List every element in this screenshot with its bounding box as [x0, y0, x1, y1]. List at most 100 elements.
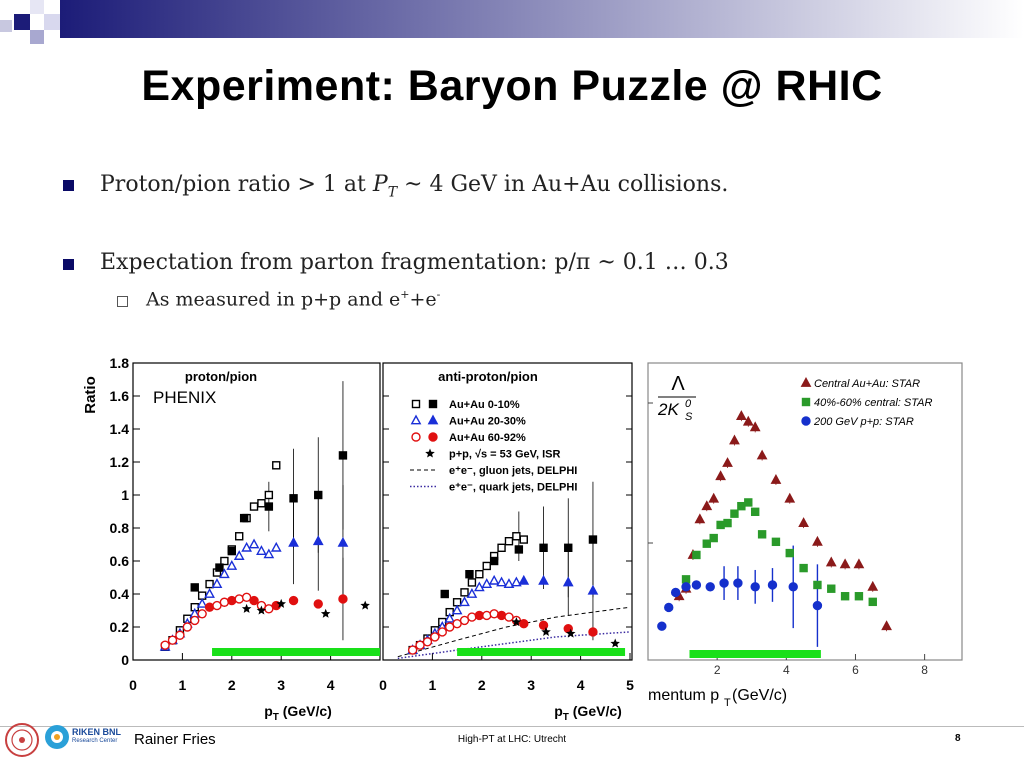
panel2-xtick-label: 4	[577, 677, 585, 693]
panel3-frame	[647, 362, 963, 661]
panel1-point	[288, 595, 299, 606]
panel1-point	[264, 502, 274, 511]
corner-decoration	[0, 0, 1024, 44]
panel2-point	[519, 619, 529, 629]
panel1-point	[219, 597, 230, 607]
panel1-point	[256, 545, 267, 556]
panel1-point	[212, 600, 222, 611]
panel2-legend-label: e⁺e⁻, quark jets, DELPHI	[449, 482, 577, 494]
panel3-point	[730, 509, 739, 518]
panel1-point	[264, 490, 274, 500]
panel1-point	[204, 588, 215, 598]
panel3-point	[813, 580, 822, 590]
header-gradient-bar	[60, 0, 1024, 38]
panel1-point	[249, 502, 259, 511]
panel2-xtick-label: 1	[429, 677, 437, 693]
panel1-point	[241, 592, 252, 603]
panel1-point	[204, 602, 215, 612]
corner-square-6	[30, 0, 44, 14]
panel2-point	[588, 535, 598, 544]
bullet-1: Proton/pion ratio > 1 at PT ~ 4 GeV in A…	[100, 172, 728, 200]
panel3-point	[742, 415, 754, 426]
panel3-point	[788, 582, 798, 592]
panel1-point	[233, 550, 245, 560]
panel2-legend-label: p+p, √s = 53 GeV, ISR	[449, 449, 560, 461]
panel1-point	[235, 532, 244, 541]
panel1-phenix-label: PHENIX	[153, 388, 216, 407]
panel3-point	[702, 539, 711, 548]
panel1-point	[338, 451, 348, 460]
panel3-point	[784, 492, 796, 503]
panel1-ytick-label: 1.8	[110, 355, 130, 371]
footer-author: Rainer Fries	[134, 731, 216, 748]
panel2-point	[503, 578, 515, 589]
panel2-point	[430, 632, 440, 642]
panel1-point	[249, 595, 259, 606]
panel2-gluon-line	[397, 606, 631, 658]
bullet-marker-1	[63, 180, 74, 191]
panel2-legend-swatch	[425, 448, 435, 458]
panel1-point	[270, 541, 282, 552]
panel2-point	[489, 556, 499, 566]
bullet-1-post: ~ 4 GeV in Au+Au collisions.	[397, 172, 729, 197]
panel3-legend-label: Central Au+Au: STAR	[814, 378, 920, 390]
panel3-point	[798, 517, 809, 527]
panel2-point	[475, 569, 484, 579]
panel3-point	[799, 563, 808, 573]
panel1-xtick-label: 3	[277, 677, 285, 693]
panel1-point	[272, 461, 281, 470]
panel2-xlabel: pT (GeV/c)	[554, 703, 622, 722]
panel3-xlabel-post: (GeV/c)	[732, 687, 787, 704]
riken-logo-text: RIKEN BNL Research Center	[72, 728, 121, 746]
footer-page-number: 8	[955, 733, 961, 744]
panel2-point	[538, 574, 549, 585]
panel3-fraction-sub: S	[685, 411, 693, 423]
panel1-point	[338, 594, 348, 604]
panel2-point	[422, 637, 433, 647]
panel1-point	[211, 578, 223, 589]
panel1-point	[289, 494, 298, 503]
corner-square-2	[14, 14, 30, 30]
panel1-ytick-label: 0.6	[110, 553, 130, 569]
panel2-point	[489, 609, 499, 619]
panel3-point	[750, 507, 760, 517]
panel1-point	[320, 608, 331, 618]
panel3-point	[701, 500, 713, 511]
panel2-point	[511, 576, 522, 587]
panel1-point	[175, 630, 185, 640]
panel1-point	[337, 536, 349, 547]
corner-square-1	[0, 0, 14, 14]
panel2-legend-swatch	[411, 432, 421, 442]
panel1-ytick-label: 1.2	[110, 454, 130, 470]
footer-center: High-PT at LHC: Utrecht	[457, 734, 567, 745]
panel1-title: proton/pion	[185, 369, 257, 384]
panel2-title: anti-proton/pion	[438, 369, 538, 384]
panel2-legend-swatch	[428, 399, 438, 409]
panel3-point	[657, 621, 667, 631]
panel2-point	[562, 576, 574, 587]
panel2-legend-swatch	[427, 414, 439, 425]
panel2-xtick-label: 3	[527, 677, 535, 693]
panel2-point	[488, 574, 500, 585]
panel3-point	[867, 580, 879, 591]
panel1-green-bar	[212, 648, 380, 656]
panel2-legend-label: Au+Au 0-10%	[449, 399, 520, 411]
panel2-point	[481, 578, 493, 589]
panel3-point	[744, 498, 753, 507]
panel1-point	[190, 615, 200, 626]
panel3-point	[729, 434, 740, 445]
panel3-point	[716, 520, 725, 530]
panel3-legend-swatch	[801, 397, 811, 407]
panel3-point	[681, 582, 691, 592]
panel3-point	[715, 470, 726, 481]
panel2-quark-line	[397, 631, 631, 660]
panel3-xtick-label: 4	[783, 663, 790, 677]
panel1-point	[276, 598, 286, 608]
panel3-point	[735, 410, 747, 421]
corner-square-3	[0, 20, 12, 32]
panel1-point	[205, 579, 214, 589]
panel3-point	[681, 575, 691, 584]
panel1-ytick-label: 0.4	[110, 586, 130, 602]
panel2-point	[473, 581, 485, 592]
page-title: Experiment: Baryon Puzzle @ RHIC	[141, 62, 883, 110]
